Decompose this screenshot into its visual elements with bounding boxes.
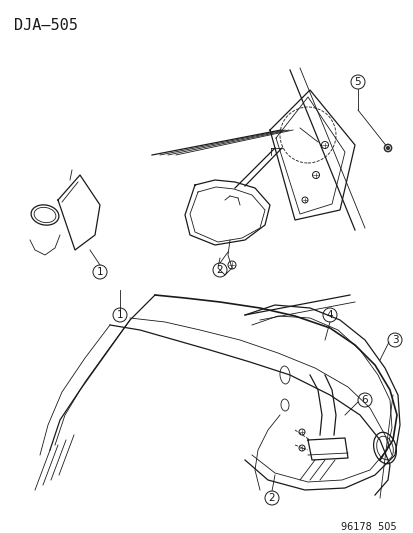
Text: DJA–505: DJA–505	[14, 18, 78, 33]
Text: 1: 1	[116, 310, 123, 320]
Text: 3: 3	[391, 335, 397, 345]
Circle shape	[383, 144, 391, 152]
Text: 1: 1	[97, 267, 103, 277]
Text: 96178  505: 96178 505	[341, 522, 396, 532]
Text: 6: 6	[361, 395, 368, 405]
Text: 5: 5	[354, 77, 361, 87]
Text: 2: 2	[268, 493, 275, 503]
Text: 4: 4	[326, 310, 332, 320]
Text: 2: 2	[216, 265, 223, 275]
